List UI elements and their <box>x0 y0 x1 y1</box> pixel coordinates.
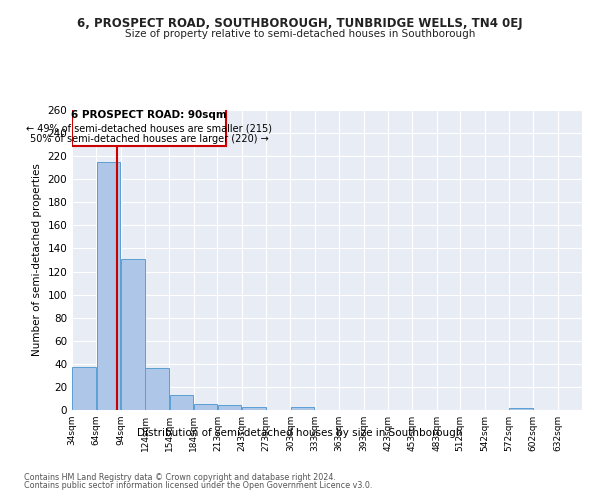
Bar <box>242 406 266 410</box>
FancyBboxPatch shape <box>72 109 226 146</box>
Bar <box>218 406 241 410</box>
Text: 6, PROSPECT ROAD, SOUTHBOROUGH, TUNBRIDGE WELLS, TN4 0EJ: 6, PROSPECT ROAD, SOUTHBOROUGH, TUNBRIDG… <box>77 18 523 30</box>
Bar <box>97 162 121 410</box>
Text: Size of property relative to semi-detached houses in Southborough: Size of property relative to semi-detach… <box>125 29 475 39</box>
Bar <box>194 404 217 410</box>
Text: 6 PROSPECT ROAD: 90sqm: 6 PROSPECT ROAD: 90sqm <box>71 110 227 120</box>
Text: 50% of semi-detached houses are larger (220) →: 50% of semi-detached houses are larger (… <box>30 134 269 144</box>
Bar <box>121 259 145 410</box>
Text: ← 49% of semi-detached houses are smaller (215): ← 49% of semi-detached houses are smalle… <box>26 124 272 134</box>
Y-axis label: Number of semi-detached properties: Number of semi-detached properties <box>32 164 42 356</box>
Text: Contains HM Land Registry data © Crown copyright and database right 2024.: Contains HM Land Registry data © Crown c… <box>24 472 336 482</box>
Text: Contains public sector information licensed under the Open Government Licence v3: Contains public sector information licen… <box>24 481 373 490</box>
Bar <box>145 368 169 410</box>
Bar <box>291 406 314 410</box>
Bar <box>73 368 96 410</box>
Text: Distribution of semi-detached houses by size in Southborough: Distribution of semi-detached houses by … <box>137 428 463 438</box>
Bar <box>170 395 193 410</box>
Bar <box>509 408 533 410</box>
